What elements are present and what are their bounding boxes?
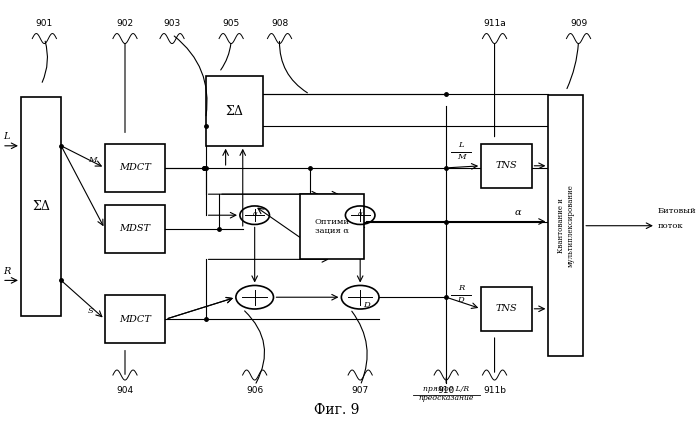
Text: Квантование и
мультиплексирование: Квантование и мультиплексирование bbox=[557, 184, 575, 267]
Text: D: D bbox=[363, 301, 370, 309]
Text: 911b: 911b bbox=[483, 386, 506, 395]
Text: MDCT: MDCT bbox=[119, 163, 151, 173]
Text: α: α bbox=[514, 208, 522, 217]
Text: 907: 907 bbox=[351, 386, 369, 395]
Text: Оптими
зация α: Оптими зация α bbox=[314, 218, 349, 235]
FancyBboxPatch shape bbox=[481, 287, 531, 331]
Text: R: R bbox=[4, 267, 10, 276]
Text: ΣΔ: ΣΔ bbox=[32, 200, 50, 213]
FancyBboxPatch shape bbox=[105, 144, 165, 192]
Text: 911a: 911a bbox=[483, 19, 506, 28]
Text: D: D bbox=[458, 297, 464, 305]
FancyBboxPatch shape bbox=[21, 97, 61, 316]
Text: 903: 903 bbox=[163, 19, 181, 28]
Text: M: M bbox=[88, 156, 97, 164]
Text: Битовый: Битовый bbox=[658, 207, 696, 215]
Text: 905: 905 bbox=[223, 19, 240, 28]
Text: TNS: TNS bbox=[496, 161, 517, 170]
Text: 910: 910 bbox=[438, 386, 455, 395]
Text: прямое L/R: прямое L/R bbox=[423, 385, 469, 393]
Text: α: α bbox=[358, 210, 363, 218]
FancyBboxPatch shape bbox=[481, 144, 531, 188]
Text: 906: 906 bbox=[246, 386, 263, 395]
Text: MDCT: MDCT bbox=[119, 315, 151, 324]
Text: поток: поток bbox=[658, 222, 683, 230]
Text: Фиг. 9: Фиг. 9 bbox=[314, 403, 359, 417]
Text: MDST: MDST bbox=[120, 225, 150, 233]
Text: L: L bbox=[4, 133, 10, 141]
FancyBboxPatch shape bbox=[105, 205, 165, 253]
Text: TNS: TNS bbox=[496, 304, 517, 313]
Text: M: M bbox=[456, 154, 466, 162]
Text: предсказание: предсказание bbox=[419, 394, 474, 402]
Text: S: S bbox=[88, 307, 94, 315]
Text: 908: 908 bbox=[271, 19, 288, 28]
Text: 909: 909 bbox=[570, 19, 587, 28]
FancyBboxPatch shape bbox=[548, 95, 583, 356]
FancyBboxPatch shape bbox=[300, 194, 363, 260]
Text: ΣΔ: ΣΔ bbox=[225, 105, 243, 118]
Text: 904: 904 bbox=[116, 386, 134, 395]
Text: α: α bbox=[252, 210, 257, 218]
Text: 901: 901 bbox=[36, 19, 53, 28]
FancyBboxPatch shape bbox=[105, 295, 165, 344]
FancyBboxPatch shape bbox=[206, 76, 262, 146]
Text: L: L bbox=[458, 141, 464, 149]
Text: R: R bbox=[458, 284, 464, 292]
Text: 902: 902 bbox=[116, 19, 134, 28]
